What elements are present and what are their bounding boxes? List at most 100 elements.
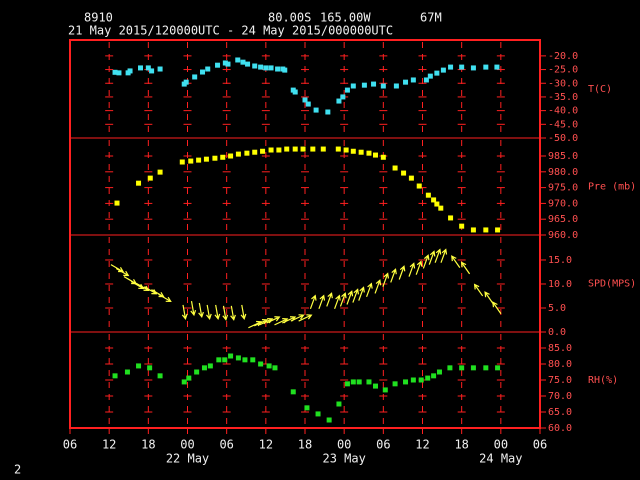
wind-arrow — [130, 280, 145, 290]
y-tick-label: 85.0 — [548, 343, 572, 354]
data-point — [427, 73, 433, 79]
y-tick-label: -40.0 — [548, 106, 578, 117]
elevation: 67M — [420, 11, 442, 25]
data-point — [438, 205, 444, 211]
x-tick-label: 12 — [259, 438, 273, 452]
data-point — [192, 74, 198, 80]
data-point — [408, 175, 414, 181]
data-point — [157, 373, 163, 379]
data-point — [392, 165, 398, 171]
data-point — [207, 363, 213, 369]
data-point — [494, 64, 500, 70]
data-point — [423, 77, 429, 83]
x-tick-label: 12 — [102, 438, 116, 452]
data-point — [335, 146, 341, 152]
y-tick-label: 75.0 — [548, 375, 572, 386]
data-point — [149, 68, 155, 74]
data-point — [483, 64, 489, 70]
data-point — [203, 156, 209, 162]
date-label: 23 May — [322, 452, 365, 466]
wind-arrow — [298, 314, 313, 322]
wind-arrow — [415, 260, 423, 275]
data-point — [112, 69, 118, 75]
data-point — [418, 377, 424, 383]
y-tick-label: 985.0 — [548, 151, 578, 162]
data-point — [350, 83, 356, 89]
x-tick-label: 12 — [415, 438, 429, 452]
data-point — [127, 68, 133, 74]
data-point — [343, 147, 349, 153]
data-point — [434, 201, 440, 207]
date-label: 24 May — [479, 452, 522, 466]
data-point — [242, 357, 248, 363]
wind-arrow — [398, 265, 406, 280]
y-tick-label: -30.0 — [548, 78, 578, 89]
data-point — [459, 223, 465, 229]
period: 21 May 2015/120000UTC - 24 May 2015/0000… — [68, 24, 393, 38]
x-tick-label: 18 — [454, 438, 468, 452]
data-point — [235, 151, 241, 157]
data-point — [272, 365, 278, 371]
data-point — [200, 69, 206, 75]
data-point — [292, 89, 298, 95]
data-point — [403, 79, 409, 85]
data-point — [483, 227, 489, 233]
x-tick-label: 00 — [337, 438, 351, 452]
y-tick-label: -45.0 — [548, 119, 578, 130]
wind-arrow — [339, 292, 347, 307]
y-tick-label: 960.0 — [548, 230, 578, 241]
wind-arrow — [206, 304, 212, 320]
y-axis-label: Pre (mb) — [588, 182, 636, 193]
data-point — [373, 383, 378, 389]
data-point — [393, 83, 399, 89]
data-point — [290, 389, 296, 395]
data-point — [136, 180, 142, 186]
data-point — [356, 379, 362, 385]
data-point — [216, 357, 222, 363]
wind-arrow — [422, 254, 430, 269]
wind-arrow — [346, 290, 354, 305]
wind-arrow — [334, 294, 341, 310]
data-point — [186, 375, 192, 381]
data-point — [373, 152, 378, 158]
wind-arrow — [190, 300, 197, 317]
data-point — [366, 379, 372, 385]
data-point — [145, 65, 151, 71]
wind-arrow — [484, 291, 494, 304]
wind-arrow — [428, 250, 436, 265]
y-tick-label: -25.0 — [548, 65, 578, 76]
x-tick-label: 18 — [141, 438, 155, 452]
data-point — [250, 357, 256, 363]
data-point — [212, 155, 218, 161]
data-point — [275, 66, 281, 72]
data-point — [263, 65, 269, 71]
data-point — [425, 192, 431, 198]
wind-arrow — [434, 248, 442, 263]
data-point — [292, 146, 298, 152]
data-point — [410, 77, 416, 83]
x-tick-label: 06 — [219, 438, 233, 452]
y-tick-label: -50.0 — [548, 133, 578, 144]
data-point — [380, 83, 386, 89]
data-point — [447, 365, 453, 371]
y-tick-label: 0.0 — [548, 327, 566, 338]
data-point — [136, 363, 142, 369]
data-point — [282, 67, 288, 73]
data-point — [240, 59, 246, 65]
data-point — [459, 365, 465, 371]
wind-arrow — [408, 262, 416, 277]
data-point — [416, 183, 422, 189]
data-point — [114, 200, 120, 206]
wind-arrow — [326, 292, 333, 307]
data-point — [313, 107, 319, 113]
data-point — [470, 65, 476, 71]
data-point — [112, 373, 118, 379]
data-point — [284, 146, 290, 152]
page-number: 2 — [14, 463, 21, 477]
data-point — [225, 61, 231, 67]
data-point — [320, 146, 326, 152]
wind-arrow — [473, 283, 484, 297]
data-point — [434, 70, 440, 76]
